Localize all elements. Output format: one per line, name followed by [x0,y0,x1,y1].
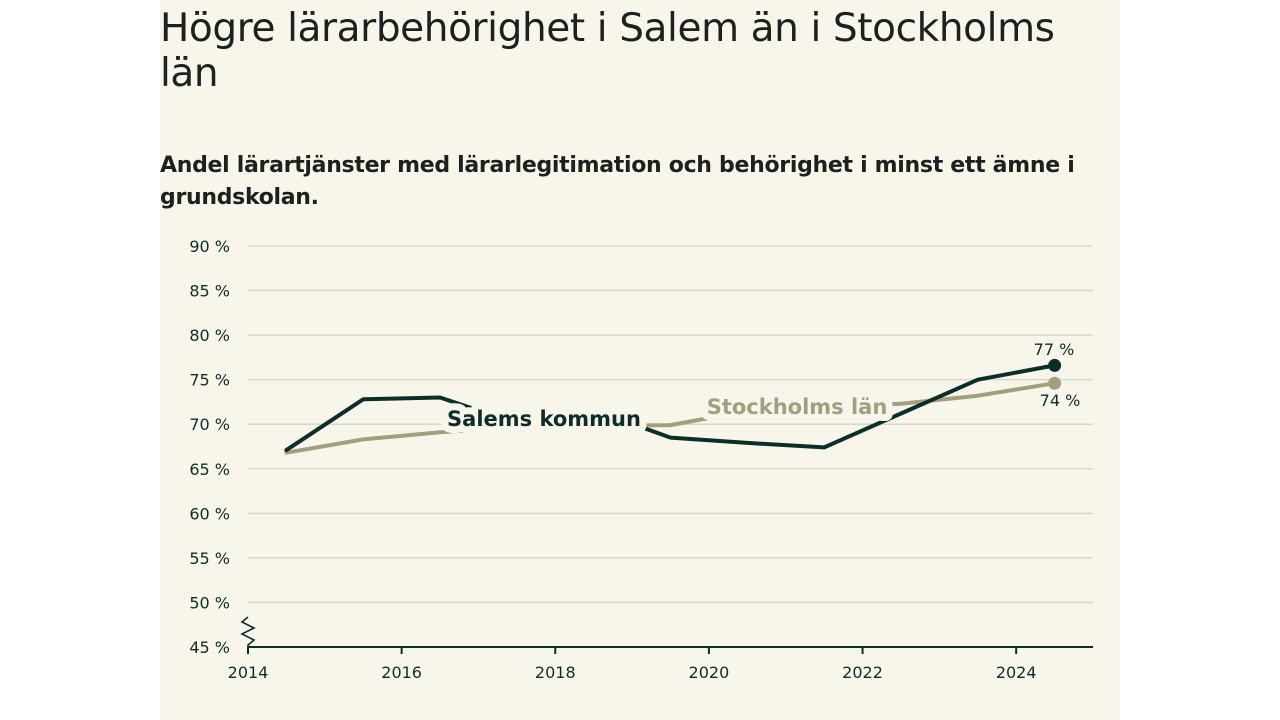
y-tick-label: 75 % [189,371,230,390]
y-tick-label: 50 % [189,593,230,612]
series-stockholm-line-end-marker [1048,376,1062,390]
series-label-stockholm: Stockholms län [707,395,888,419]
y-tick-label: 80 % [189,326,230,345]
chart-panel [160,0,1120,720]
chart-title: Högre lärarbehörighet i Salem än i Stock… [160,6,1055,96]
series-stockholm-line [284,381,1057,455]
series-salem-line [284,363,1057,453]
x-tick-label: 2018 [535,663,576,682]
end-label-stockholm: 74 % [1040,391,1081,410]
y-tick-label: 65 % [189,460,230,479]
x-tick-label: 2020 [689,663,730,682]
axis-break-icon [240,616,256,647]
y-tick-label: 55 % [189,549,230,568]
x-tick-label: 2022 [842,663,883,682]
end-label-salem: 77 % [1034,340,1075,359]
chart-subtitle: Andel lärartjänster med lärarlegitimatio… [160,153,1075,210]
series-label-salem: Salems kommun [447,407,641,431]
x-tick-label: 2014 [228,663,269,682]
x-axis: 2014 2016 2018 2020 2022 2024 [228,616,1093,682]
y-tick-label: 60 % [189,504,230,523]
y-axis-ticks: 45 % 50 % 55 % 60 % 65 % 70 % 75 % 80 % 85 % 90 % [189,237,230,657]
x-tick-label: 2024 [996,663,1037,682]
x-tick-label: 2016 [381,663,422,682]
series [284,358,1062,455]
series-salem-line-end-marker [1048,358,1062,372]
y-tick-label: 45 % [189,638,230,657]
gridlines [248,245,1093,604]
y-tick-label: 70 % [189,415,230,434]
y-tick-label: 85 % [189,282,230,301]
y-tick-label: 90 % [189,237,230,256]
